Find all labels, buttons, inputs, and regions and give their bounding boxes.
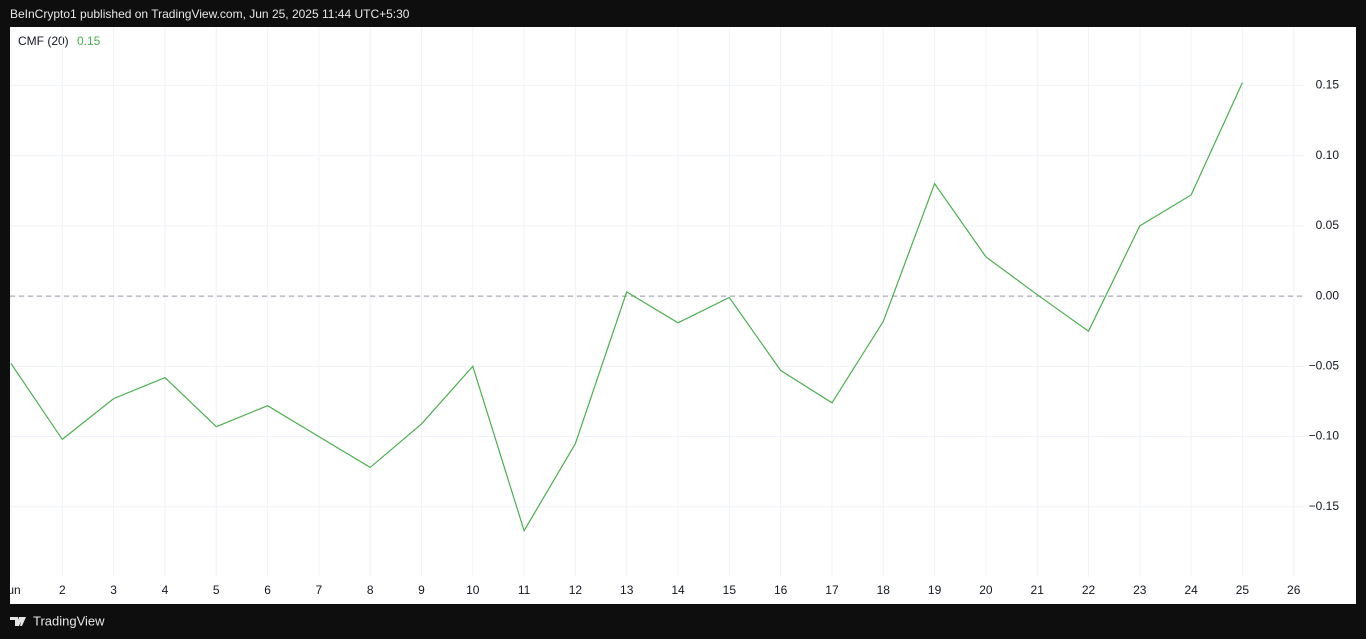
x-tick-label: 19: [928, 583, 942, 597]
x-tick-label: 18: [877, 583, 891, 597]
x-tick-label: 13: [620, 583, 634, 597]
indicator-value: 0.15: [77, 34, 101, 48]
tv-logo: [10, 617, 26, 626]
x-tick-label: 6: [264, 583, 271, 597]
x-tick-label: 2: [59, 583, 66, 597]
y-tick-label: −0.10: [1309, 429, 1340, 443]
x-tick-label: 14: [671, 583, 685, 597]
y-tick-label: −0.05: [1309, 358, 1340, 372]
y-tick-label: 0.00: [1316, 288, 1340, 302]
x-tick-label: 8: [367, 583, 374, 597]
x-tick-label: Jun: [1, 583, 20, 597]
x-tick-label: 10: [466, 583, 480, 597]
y-tick-label: 0.15: [1316, 78, 1340, 92]
x-tick-label: 5: [213, 583, 220, 597]
x-tick-label: 16: [774, 583, 788, 597]
chart-panel: [10, 27, 1356, 604]
y-tick-label: 0.10: [1316, 148, 1340, 162]
x-tick-label: 4: [162, 583, 169, 597]
data-line: [10, 82, 1243, 533]
x-tick-label: 24: [1184, 583, 1198, 597]
x-tick-label: 9: [418, 583, 425, 597]
x-tick-label: 7: [316, 583, 323, 597]
x-tick-label: 23: [1133, 583, 1147, 597]
indicator-name: CMF (20): [18, 34, 69, 48]
x-tick-label: 11: [518, 583, 531, 597]
x-tick-label: 12: [569, 583, 583, 597]
y-tick-label: 0.05: [1316, 218, 1340, 232]
header: BeInCrypto1 published on TradingView.com…: [10, 7, 410, 21]
x-tick-label: 21: [1031, 583, 1045, 597]
x-tick-label: 15: [723, 583, 737, 597]
x-tick-label: 3: [110, 583, 117, 597]
y-tick-label: −0.15: [1309, 499, 1340, 513]
x-tick-label: 22: [1082, 583, 1096, 597]
x-tick-label: 26: [1287, 583, 1301, 597]
brand: TradingView: [33, 613, 105, 628]
x-tick-label: 20: [979, 583, 993, 597]
x-tick-label: 25: [1236, 583, 1250, 597]
x-tick-label: 17: [825, 583, 839, 597]
